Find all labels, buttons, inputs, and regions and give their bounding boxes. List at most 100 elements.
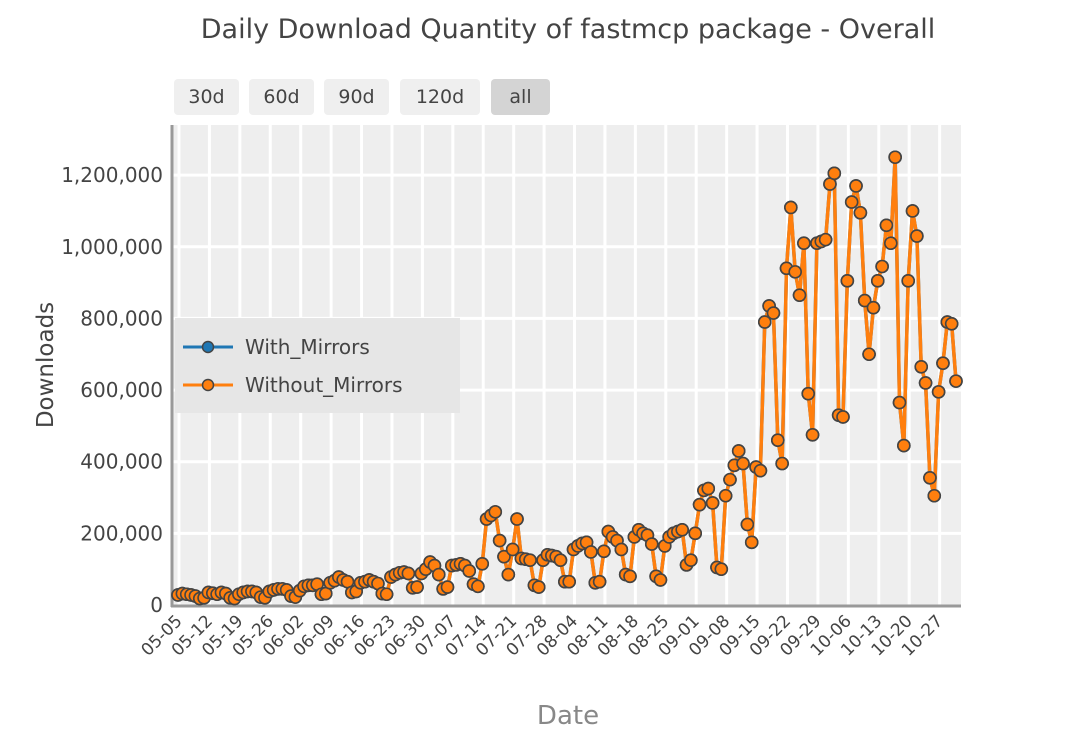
data-point xyxy=(949,374,963,388)
legend-item-with-mirrors[interactable]: With_Mirrors xyxy=(183,332,370,362)
data-point xyxy=(584,545,598,559)
legend-item-without-mirrors[interactable]: Without_Mirrors xyxy=(183,370,403,400)
legend-swatch-with-mirrors xyxy=(183,340,233,354)
data-point xyxy=(592,574,607,589)
data-point xyxy=(740,517,755,532)
data-point xyxy=(597,544,611,559)
data-point xyxy=(944,317,959,331)
data-point xyxy=(844,195,859,209)
data-point xyxy=(884,236,898,251)
data-point xyxy=(905,204,920,218)
data-point xyxy=(784,200,798,215)
data-point xyxy=(931,385,946,399)
data-point xyxy=(818,232,833,247)
data-point xyxy=(853,205,868,220)
data-point xyxy=(914,359,929,374)
data-point xyxy=(553,553,568,568)
data-point xyxy=(757,315,772,329)
data-point xyxy=(753,463,768,478)
data-point xyxy=(736,456,750,471)
data-point xyxy=(701,481,716,496)
data-point xyxy=(805,428,820,442)
data-point xyxy=(910,229,924,243)
data-point xyxy=(523,553,537,568)
data-point xyxy=(475,557,490,571)
data-point xyxy=(462,564,477,578)
data-point xyxy=(888,150,902,165)
data-point xyxy=(936,356,950,371)
data-point xyxy=(688,526,703,541)
data-point xyxy=(497,549,511,564)
data-point xyxy=(901,274,915,288)
data-point xyxy=(440,580,455,594)
data-point xyxy=(766,306,781,320)
series-without-mirrors xyxy=(171,150,963,606)
chart-title: Daily Download Quantity of fastmcp packa… xyxy=(200,14,936,45)
y-tick-label: 400,000 xyxy=(80,450,163,474)
data-point xyxy=(923,471,937,485)
legend-label-without-mirrors: Without_Mirrors xyxy=(245,373,403,397)
data-point xyxy=(614,542,629,557)
data-point xyxy=(644,537,659,551)
data-point xyxy=(892,395,907,410)
data-point xyxy=(723,472,737,487)
range-120d-button[interactable]: 120d xyxy=(400,79,480,115)
data-point xyxy=(501,567,516,582)
data-point xyxy=(866,300,881,315)
legend: With_Mirrors Without_Mirrors xyxy=(175,318,460,413)
data-point xyxy=(797,236,811,251)
data-point xyxy=(775,456,789,471)
data-point xyxy=(879,218,894,233)
data-point xyxy=(401,566,416,581)
data-point xyxy=(653,573,668,587)
data-point xyxy=(827,166,842,181)
range-90d-button[interactable]: 90d xyxy=(324,79,389,115)
data-point xyxy=(862,347,876,362)
data-point xyxy=(510,512,524,526)
data-point xyxy=(531,580,546,594)
y-tick-label: 800,000 xyxy=(80,306,163,330)
x-axis-label: Date xyxy=(537,701,599,731)
data-point xyxy=(379,587,394,602)
data-point xyxy=(918,376,933,390)
data-point xyxy=(718,488,733,503)
data-point xyxy=(731,444,746,458)
data-point xyxy=(857,293,872,308)
data-point xyxy=(505,542,520,557)
data-point xyxy=(714,562,729,576)
data-point xyxy=(705,496,720,510)
y-tick-label: 200,000 xyxy=(80,521,163,545)
data-point xyxy=(410,580,424,594)
range-all-button[interactable]: all xyxy=(491,79,550,115)
y-axis-label: Downloads xyxy=(33,302,59,428)
y-tick-label: 600,000 xyxy=(80,378,163,402)
data-point xyxy=(488,505,503,519)
data-point xyxy=(927,488,942,503)
data-point xyxy=(562,574,576,589)
data-point xyxy=(623,569,637,584)
data-point xyxy=(788,265,802,279)
data-point xyxy=(431,567,446,582)
data-point xyxy=(792,288,807,302)
data-point xyxy=(684,553,698,568)
data-point xyxy=(770,433,785,448)
data-point xyxy=(801,386,816,401)
y-tick-label: 0 xyxy=(150,593,163,617)
data-point xyxy=(875,259,889,274)
data-point xyxy=(897,438,911,453)
data-point xyxy=(840,274,855,288)
legend-swatch-without-mirrors xyxy=(183,378,233,392)
range-30d-button[interactable]: 30d xyxy=(174,79,239,115)
data-point xyxy=(836,410,850,424)
data-point xyxy=(692,497,707,512)
data-point xyxy=(744,535,759,550)
data-point xyxy=(675,522,689,537)
range-60d-button[interactable]: 60d xyxy=(249,79,314,115)
data-point xyxy=(492,533,507,548)
legend-label-with-mirrors: With_Mirrors xyxy=(245,335,370,359)
data-point xyxy=(870,274,885,288)
y-tick-label: 1,200,000 xyxy=(61,163,163,187)
data-point xyxy=(849,179,863,193)
